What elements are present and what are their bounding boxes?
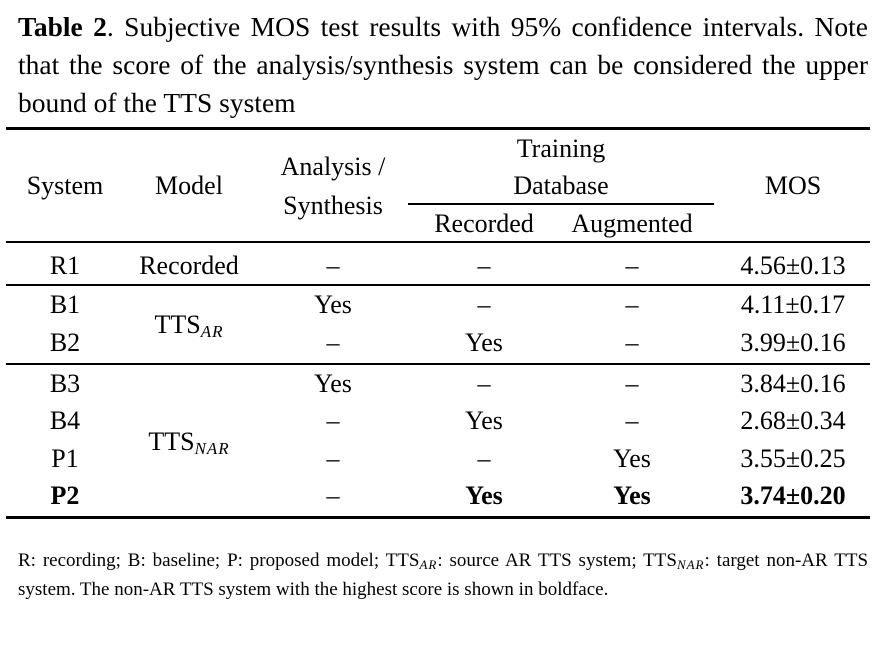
header-analysis-line2: Synthesis [283, 191, 383, 220]
cell-augmented-b2: – [625, 328, 639, 357]
cell-analysis-p1: – [326, 444, 340, 473]
cell-recorded-b2: Yes [465, 328, 503, 357]
header-training-line1: Training [516, 134, 606, 163]
model-tts-ar: TTSAR [154, 310, 224, 341]
cell-recorded-p2: Yes [465, 481, 503, 510]
cell-analysis-r1: – [326, 251, 340, 280]
cell-augmented-b4: – [625, 406, 639, 435]
model-recorded: Recorded [139, 251, 239, 280]
cell-augmented-b3: – [625, 369, 639, 398]
table-caption: Table 2. Subjective MOS test results wit… [18, 8, 868, 122]
cell-mos-r1: 4.56±0.13 [740, 251, 846, 280]
caption-text: . Subjective MOS test results with 95% c… [18, 11, 868, 118]
cell-system-p2: P2 [50, 481, 80, 510]
table-top-rule [6, 127, 870, 130]
header-recorded: Recorded [434, 209, 534, 238]
header-training-line2: Database [513, 171, 609, 200]
table-bottom-rule [6, 516, 870, 519]
cell-mos-b2: 3.99±0.16 [740, 328, 846, 357]
header-mos: MOS [764, 171, 822, 200]
cell-augmented-b1: – [625, 290, 639, 319]
cell-analysis-b4: – [326, 406, 340, 435]
cell-system-b1: B1 [49, 290, 81, 319]
cell-recorded-b1: – [477, 290, 491, 319]
cell-mos-b4: 2.68±0.34 [740, 406, 846, 435]
cell-system-p1: P1 [51, 444, 79, 473]
model-tts-nar: TTSNAR [148, 427, 230, 458]
cell-mos-b1: 4.11±0.17 [740, 290, 846, 319]
cell-analysis-b2: – [326, 328, 340, 357]
cell-system-b4: B4 [49, 406, 81, 435]
cell-recorded-b3: – [477, 369, 491, 398]
header-model: Model [155, 171, 223, 200]
cell-analysis-b3: Yes [314, 369, 352, 398]
caption-label: Table 2 [18, 11, 107, 42]
cell-recorded-r1: – [477, 251, 491, 280]
cell-system-b3: B3 [49, 369, 81, 398]
cell-mos-p1: 3.55±0.25 [740, 444, 846, 473]
cell-augmented-r1: – [625, 251, 639, 280]
cell-recorded-b4: Yes [465, 406, 503, 435]
cell-recorded-p1: – [477, 444, 491, 473]
training-db-rule [408, 203, 714, 205]
header-system: System [26, 171, 104, 200]
cell-augmented-p2: Yes [613, 481, 651, 510]
group-rule-2 [6, 363, 870, 365]
cell-analysis-p2: – [326, 481, 340, 510]
header-rule [6, 241, 870, 243]
cell-mos-p2: 3.74±0.20 [740, 481, 846, 510]
cell-system-r1: R1 [49, 251, 81, 280]
header-augmented: Augmented [571, 209, 693, 238]
table-footnote: R: recording; B: baseline; P: proposed m… [18, 550, 869, 600]
cell-augmented-p1: Yes [613, 444, 651, 473]
cell-system-b2: B2 [49, 328, 81, 357]
group-rule-1 [6, 284, 870, 286]
cell-mos-b3: 3.84±0.16 [740, 369, 846, 398]
header-analysis-line1: Analysis / [280, 152, 386, 181]
cell-analysis-b1: Yes [314, 290, 352, 319]
